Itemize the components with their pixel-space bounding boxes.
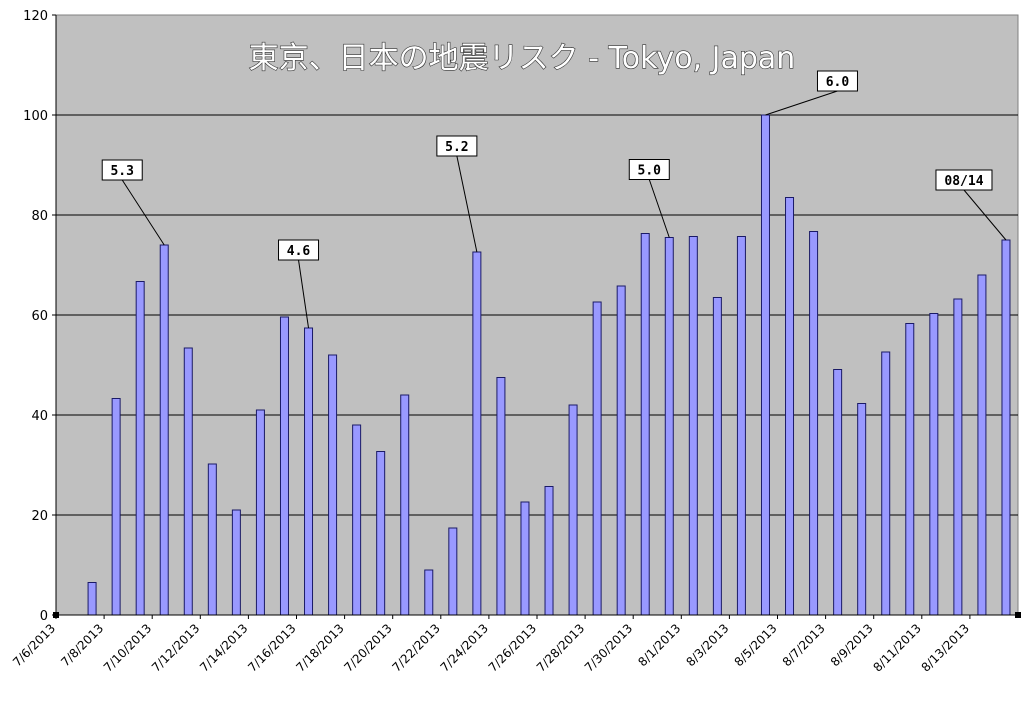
bar [496,377,506,616]
annotation-leader-line [298,259,310,329]
bar [664,237,674,616]
annotation-label: 6.0 [826,75,850,90]
bar [279,316,289,616]
bar [400,394,410,616]
annotation-label: 5.0 [638,164,662,179]
annotation-leader-line [121,179,165,246]
bar [207,463,217,616]
annotations: 5.3 4.6 5.2 5.0 6.0 08/14 [101,70,1007,329]
bar [785,197,795,616]
bar [376,451,386,616]
annotation-label: 5.3 [110,164,133,179]
y-tick-label: 80 [31,209,48,224]
annotation-box [816,70,858,92]
bar [1001,239,1011,616]
annotation-box [628,159,670,180]
bar [809,231,819,616]
annotation-label: 4.6 [287,244,311,259]
annotation-leader-line [648,179,670,238]
annotation-leader-line [456,155,478,253]
annotation-leader-line [963,189,1007,241]
bar [448,527,458,616]
bar [929,313,939,616]
bar-series [87,114,1011,616]
annotation-leader-line [765,90,838,116]
axis-end-marker [53,612,59,618]
bar [255,409,265,616]
bar [520,501,530,616]
bar [712,297,722,616]
bar [640,233,650,616]
bar [592,301,602,616]
bar [111,398,121,616]
bar [304,327,314,616]
bar [424,569,434,616]
bar [977,274,987,616]
y-tick-label: 0 [40,609,48,624]
y-tick-label: 20 [31,509,48,524]
bar [87,582,97,616]
bar [688,236,698,616]
bar [905,323,915,616]
y-tick-label: 120 [23,9,48,24]
chart-title: 東京、日本の地震リスク - Tokyo, Japan [249,41,796,76]
bar [616,285,626,616]
bar [159,244,169,616]
bar [760,114,770,616]
y-tick-label: 40 [31,409,48,424]
y-tick-label: 100 [23,109,48,124]
y-tick-label: 60 [31,309,48,324]
annotation-box [935,169,993,191]
y-axis: 0 20 40 60 80 100 120 [23,9,57,624]
bar [328,354,338,616]
bar [736,236,746,616]
annotation-box [278,239,320,261]
bar [568,404,578,616]
bar [833,369,843,616]
axis-end-marker [1015,612,1021,618]
bar [881,351,891,616]
bar [472,251,482,616]
bar [183,347,193,616]
annotation-box [101,159,143,181]
bar [544,486,554,616]
annotation-box [436,135,478,157]
bar [857,403,867,616]
annotation-label: 08/14 [944,174,983,189]
bar [352,424,362,616]
bar [953,298,963,616]
annotation-label: 5.2 [445,140,468,155]
bar [135,281,145,616]
bar [231,509,241,616]
